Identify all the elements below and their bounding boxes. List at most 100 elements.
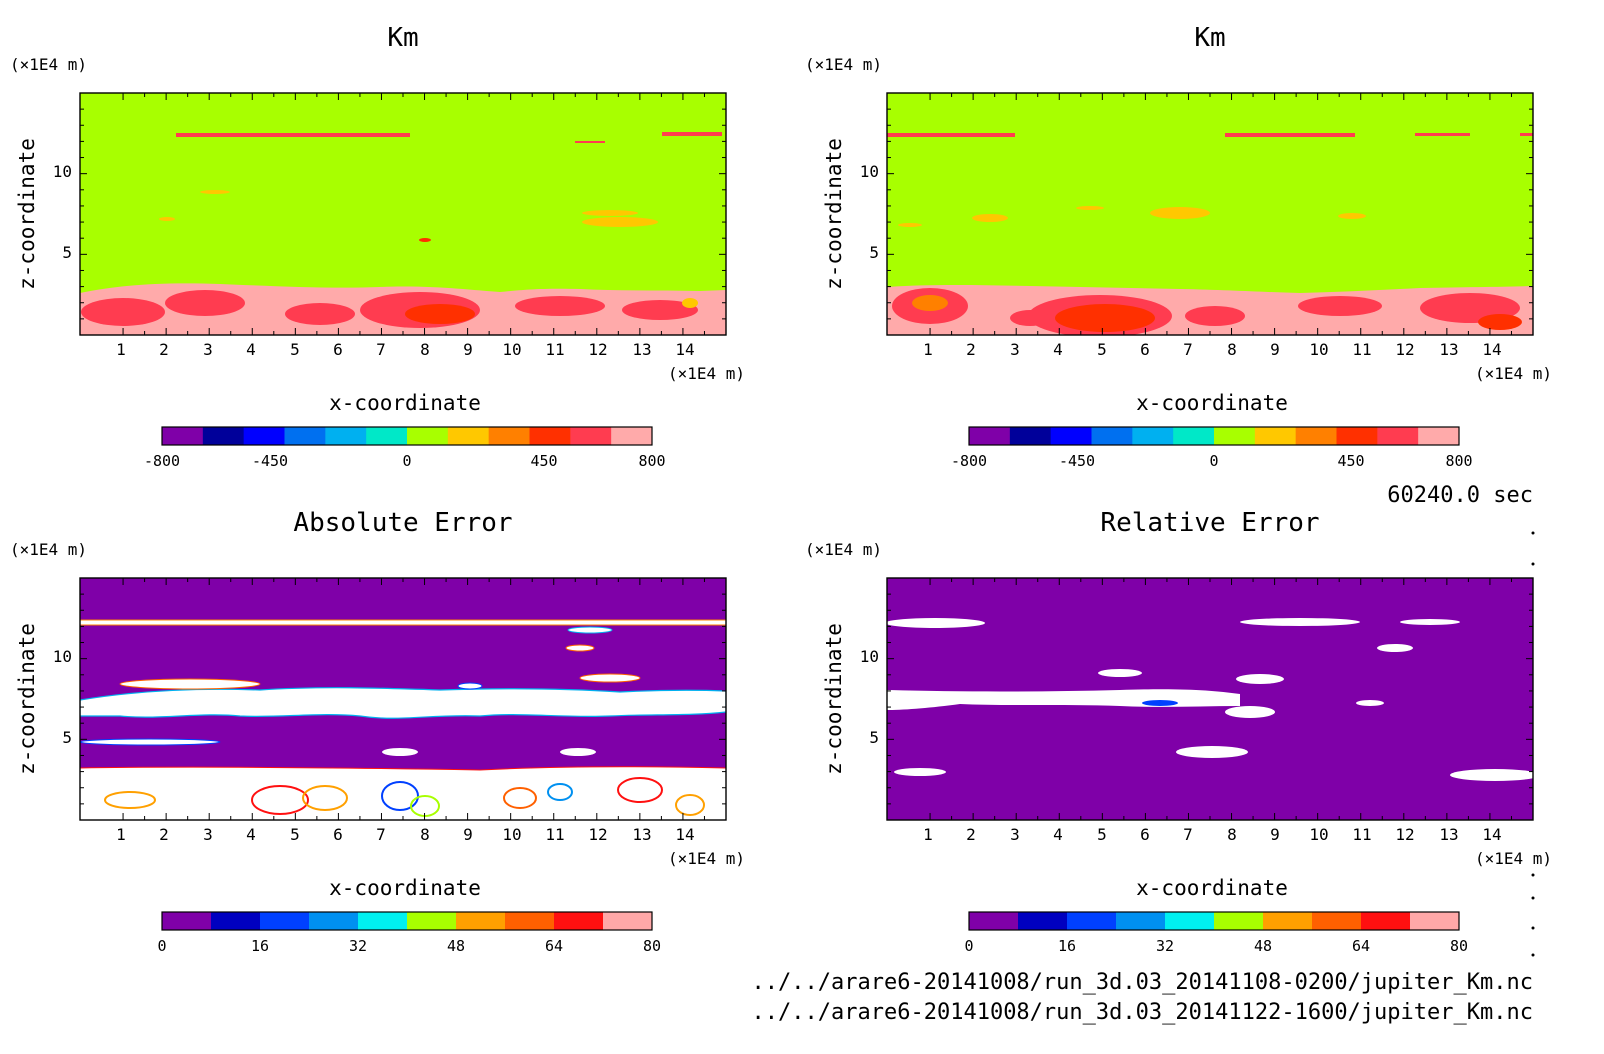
x-tick-label: 2	[966, 340, 976, 359]
x-tick-label: 6	[333, 340, 343, 359]
file-path-2: ../../arare6-20141008/run_3d.03_20141122…	[752, 1000, 1533, 1025]
colorbar	[161, 911, 653, 931]
panel-relative-error: Relative Error (×1E4 m) z-coordinate 1 2…	[805, 508, 1552, 955]
colorbar-tick-labels: -800 -450 0 450 800	[144, 452, 666, 470]
error-blob	[1176, 746, 1248, 758]
colorbar-swatch	[1295, 427, 1337, 445]
y-tick-label: 5	[869, 243, 879, 262]
colorbar-swatch	[284, 427, 326, 445]
colorbar-tick-label: 450	[1337, 452, 1364, 470]
warm-patch	[972, 214, 1008, 222]
band	[1225, 133, 1355, 137]
y-tick-label: 5	[869, 728, 879, 747]
eddy	[515, 296, 605, 316]
y-axis-label: z-coordinate	[822, 623, 846, 775]
eddy	[682, 298, 698, 308]
panel-km-left: Km (×1E4 m) z-coordinate 1 2	[10, 23, 745, 470]
colorbar-swatch	[1009, 427, 1052, 445]
colorbar-tick-label: -800	[951, 452, 987, 470]
warm-patch	[582, 210, 638, 216]
error-ring	[251, 785, 309, 815]
x-tick-label: 8	[1227, 340, 1237, 359]
x-tick-label: 13	[632, 825, 651, 844]
colorbar-swatch	[447, 427, 490, 445]
heatmap-field	[887, 93, 1533, 335]
x-tick-label: 11	[1352, 340, 1371, 359]
colorbar	[968, 911, 1460, 931]
x-tick-label: 6	[333, 825, 343, 844]
x-unit-label: (×1E4 m)	[668, 364, 745, 383]
axis-ticks	[887, 578, 1533, 820]
eddy	[285, 303, 355, 325]
x-tick-label: 9	[1270, 340, 1280, 359]
y-tick-label: 10	[860, 647, 879, 666]
colorbar-tick-label: 0	[402, 452, 411, 470]
colorbar-swatch	[211, 912, 261, 930]
x-tick-label: 14	[675, 340, 694, 359]
x-tick-label: 12	[1395, 340, 1414, 359]
x-tick-label: 12	[1395, 825, 1414, 844]
y-tick-label: 10	[860, 162, 879, 181]
y-axis-label: z-coordinate	[15, 623, 39, 775]
x-unit-label: (×1E4 m)	[1475, 364, 1552, 383]
x-tick-label: 9	[1270, 825, 1280, 844]
warm-patch	[1338, 213, 1366, 219]
error-region	[80, 766, 726, 820]
x-tick-labels: 1 2 3 4 5 6 7 8 9 10 11 12 13 14	[923, 340, 1501, 359]
error-band	[80, 619, 726, 626]
colorbar-tick-label: 32	[1156, 937, 1174, 955]
x-axis-label: x-coordinate	[329, 876, 481, 900]
colorbar-swatch	[407, 427, 449, 445]
y-tick-label: 10	[53, 647, 72, 666]
colorbar-swatch	[325, 427, 367, 445]
axis-ticks	[887, 93, 1533, 335]
warm-patch	[159, 217, 175, 221]
colorbar-swatch	[1254, 427, 1297, 445]
eddy	[81, 298, 165, 326]
colorbar-swatch	[1312, 912, 1362, 930]
error-blob	[567, 626, 613, 634]
error-ring	[503, 787, 537, 809]
axis-ticks	[80, 578, 726, 820]
colorbar-swatch	[1214, 912, 1264, 930]
x-tick-label: 9	[463, 340, 473, 359]
colorbar-swatch	[407, 912, 457, 930]
x-tick-label: 12	[588, 825, 607, 844]
eddy	[912, 295, 948, 311]
colorbar-tick-label: 80	[1450, 937, 1468, 955]
colorbar-swatch	[1132, 427, 1174, 445]
y-tick-labels: 5 10	[860, 162, 879, 262]
heatmap-field	[80, 93, 726, 335]
error-blob	[382, 748, 418, 756]
colorbar-swatch	[202, 427, 245, 445]
x-tick-label: 7	[376, 340, 386, 359]
y-tick-label: 10	[53, 162, 72, 181]
colorbar-tick-label: 450	[530, 452, 557, 470]
error-blob	[1098, 669, 1142, 677]
x-tick-label: 5	[1097, 825, 1107, 844]
x-tick-label: 10	[1309, 825, 1328, 844]
file-path-1: ../../arare6-20141008/run_3d.03_20141108…	[752, 970, 1533, 995]
eddy	[1010, 310, 1050, 326]
x-tick-label: 12	[588, 340, 607, 359]
error-blob	[1377, 644, 1413, 652]
colorbar-swatch	[554, 912, 604, 930]
x-tick-label: 4	[246, 340, 256, 359]
colorbar-tick-labels: 0 16 32 48 64 80	[157, 937, 661, 955]
band	[575, 141, 605, 143]
colorbar-swatch	[162, 912, 212, 930]
x-tick-label: 9	[463, 825, 473, 844]
warm-patch	[419, 238, 431, 242]
error-blob	[1400, 619, 1460, 625]
heatmap-field	[80, 578, 726, 820]
colorbar-swatch	[260, 912, 310, 930]
colorbar-swatch	[1263, 912, 1313, 930]
x-tick-label: 3	[203, 340, 213, 359]
eddy	[165, 290, 245, 316]
heatmap-field	[887, 578, 1533, 820]
y-unit-label: (×1E4 m)	[10, 55, 87, 74]
x-tick-label: 14	[1482, 340, 1501, 359]
colorbar-swatch	[1173, 427, 1215, 445]
colorbar-tick-label: 800	[1445, 452, 1472, 470]
error-blob	[1450, 769, 1533, 781]
